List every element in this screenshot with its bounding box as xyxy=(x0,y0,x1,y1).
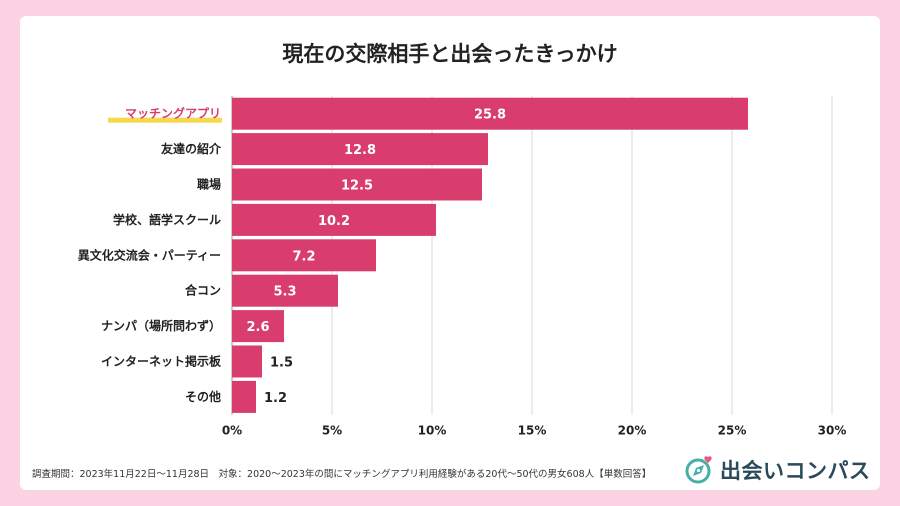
x-tick-label: 30% xyxy=(818,424,847,438)
x-tick-label: 10% xyxy=(418,424,447,438)
value-label: 12.5 xyxy=(341,179,373,194)
bar xyxy=(232,168,482,201)
category-label: ナンパ（場所問わず） xyxy=(101,318,221,333)
category-label: マッチングアプリ xyxy=(125,106,221,121)
value-label: 2.6 xyxy=(246,320,269,335)
value-label: 5.3 xyxy=(273,285,296,300)
x-tick-label: 0% xyxy=(222,424,242,438)
highlight-underline xyxy=(108,117,222,123)
category-label: 友達の紹介 xyxy=(160,141,222,156)
value-label: 1.2 xyxy=(264,391,287,406)
bar xyxy=(232,274,338,307)
category-label: 異文化交流会・パーティー xyxy=(78,247,221,262)
chart-title: 現在の交際相手と出会ったきっかけ xyxy=(282,42,618,66)
value-label: 25.8 xyxy=(474,108,506,123)
category-label: その他 xyxy=(185,389,221,404)
bar xyxy=(232,310,284,343)
brand-logo: 出会いコンパス xyxy=(684,453,871,487)
bar xyxy=(232,133,488,166)
category-label: 学校、語学スクール xyxy=(113,212,221,227)
value-label: 12.8 xyxy=(344,143,376,158)
x-tick-label: 20% xyxy=(618,424,647,438)
category-label: インターネット掲示板 xyxy=(101,354,222,369)
x-tick-label: 25% xyxy=(718,424,747,438)
x-tick-label: 15% xyxy=(518,424,547,438)
value-label: 1.5 xyxy=(270,356,293,371)
compass-heart-icon xyxy=(685,456,712,484)
category-label: 合コン xyxy=(185,283,221,298)
x-tick-label: 5% xyxy=(322,424,342,438)
value-label: 7.2 xyxy=(292,249,315,264)
chart-card: 現在の交際相手と出会ったきっかけ 0% 5% 10% 15% 20% 25% 30% マッチン… xyxy=(20,16,880,490)
category-label: 職場 xyxy=(197,177,221,192)
survey-note: 調査期間：2023年11月22日～11月28日 対象：2020～2023年の間に… xyxy=(32,469,652,480)
bar-chart: 0% 5% 10% 15% 20% 25% 30% マッチングアプリ 25.8 友達の紹介 12.8… xyxy=(78,96,847,438)
bar xyxy=(232,97,748,130)
brand-name: 出会いコンパス xyxy=(720,459,871,483)
bar xyxy=(232,203,436,236)
value-label: 10.2 xyxy=(318,214,350,229)
bar xyxy=(232,380,256,413)
bar xyxy=(232,345,262,378)
bar xyxy=(232,239,376,272)
